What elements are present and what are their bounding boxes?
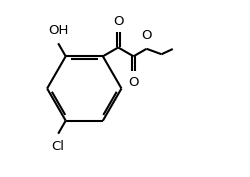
Text: Cl: Cl xyxy=(52,140,65,153)
Text: O: O xyxy=(141,29,152,42)
Text: O: O xyxy=(113,15,124,28)
Text: O: O xyxy=(128,76,139,89)
Text: OH: OH xyxy=(48,24,68,37)
